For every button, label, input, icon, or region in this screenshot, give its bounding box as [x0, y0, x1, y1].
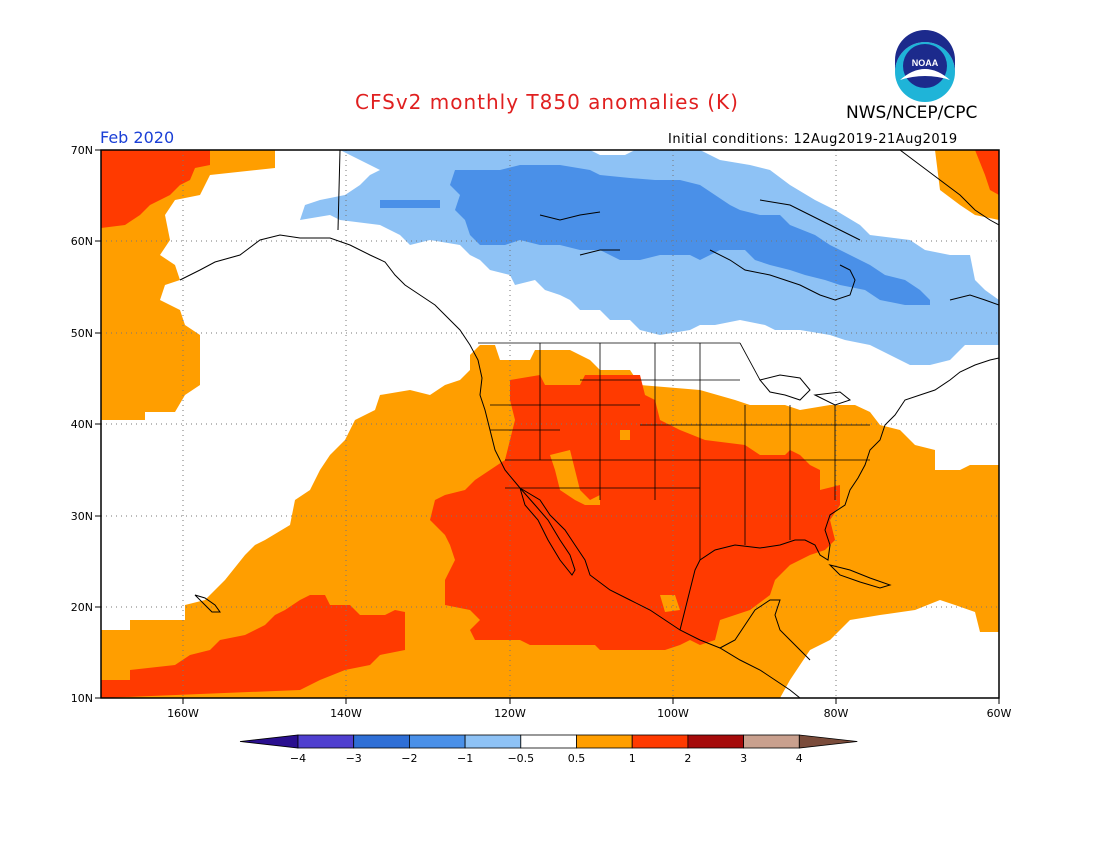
valid-month-label: Feb 2020 [100, 128, 175, 147]
colorbar-label: 4 [796, 752, 803, 765]
colorbar-label: 1 [629, 752, 636, 765]
colorbar-segment [520, 734, 577, 749]
longitude-labels: 160W 140W 120W 100W 80W 60W [167, 707, 1011, 720]
colorbar-label: −1 [457, 752, 473, 765]
lon-label: 140W [330, 707, 362, 720]
lon-label: 80W [824, 707, 849, 720]
lon-label: 100W [657, 707, 689, 720]
lon-label: 160W [167, 707, 199, 720]
colorbar-segment [408, 734, 466, 749]
axis-ticks [95, 149, 1000, 704]
colorbar-label: −2 [401, 752, 417, 765]
lat-label: 20N [71, 601, 93, 614]
lat-label: 50N [71, 327, 93, 340]
colorbar-segment [576, 734, 633, 749]
map-title: CFSv2 monthly T850 anomalies (K) [355, 90, 739, 114]
lon-label: 120W [494, 707, 526, 720]
colorbar-label: −0.5 [507, 752, 534, 765]
colorbar: −4 −3 −2 −1 −0.5 0.5 1 2 3 4 [239, 734, 858, 765]
colorbar-label: 2 [684, 752, 691, 765]
colorbar-label: 3 [740, 752, 747, 765]
colorbar-segment [353, 734, 410, 749]
lat-label: 40N [71, 418, 93, 431]
colorbar-segment [743, 734, 800, 749]
noaa-logo: NOAA [895, 30, 955, 102]
agency-label: NWS/NCEP/CPC [846, 103, 978, 123]
anomaly-field [101, 150, 999, 698]
lat-label: 70N [71, 144, 93, 157]
lat-label: 10N [71, 692, 93, 705]
colorbar-segment [687, 734, 745, 749]
coastlines [179, 150, 999, 698]
colorbar-segment [464, 734, 522, 749]
colorbar-low-extend [239, 734, 299, 749]
warm-anomaly-region [101, 150, 275, 420]
colorbar-segment [297, 734, 355, 749]
colorbar-label: 0.5 [568, 752, 586, 765]
lat-label: 30N [71, 510, 93, 523]
colorbar-segment [631, 734, 689, 749]
colorbar-high-extend [798, 734, 858, 749]
colorbar-label: −4 [290, 752, 306, 765]
hot-anomaly-region [101, 150, 210, 228]
latitude-labels: 70N 60N 50N 40N 30N 20N 10N [71, 144, 93, 705]
noaa-logo-text: NOAA [912, 58, 939, 68]
political-borders [478, 342, 870, 560]
lat-label: 60N [71, 235, 93, 248]
colorbar-label: −3 [346, 752, 362, 765]
lon-label: 60W [987, 707, 1012, 720]
initial-conditions-label: Initial conditions: 12Aug2019-21Aug2019 [668, 132, 958, 147]
